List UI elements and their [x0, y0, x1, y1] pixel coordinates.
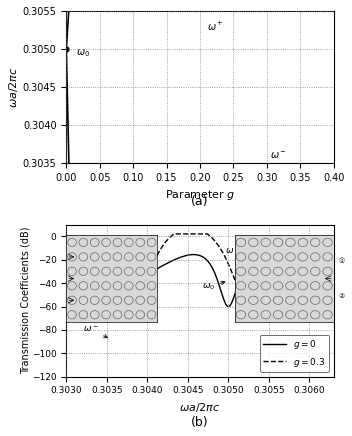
- Line: $g = 0$: $g = 0$: [66, 255, 334, 312]
- Line: $g = 0.3$: $g = 0.3$: [66, 234, 334, 309]
- $g = 0$: [64, 309, 68, 314]
- $g = 0.3$: [172, 231, 176, 236]
- $g = 0$: [177, 255, 181, 261]
- Y-axis label: $\omega a/2\pi c$: $\omega a/2\pi c$: [7, 66, 20, 108]
- Y-axis label: Transmission Coefficients (dB): Transmission Coefficients (dB): [20, 227, 31, 375]
- $g = 0.3$: [191, 231, 196, 236]
- $g = 0.3$: [332, 278, 336, 283]
- $g = 0.3$: [310, 266, 314, 272]
- $g = 0$: [310, 273, 314, 279]
- Text: $\omega^+$: $\omega^+$: [225, 243, 247, 256]
- $g = 0$: [258, 252, 263, 257]
- Text: $\omega_0$: $\omega_0$: [76, 47, 90, 59]
- $g = 0$: [261, 252, 265, 257]
- Text: $\omega_0$: $\omega_0$: [202, 281, 225, 293]
- $g = 0$: [323, 281, 328, 286]
- Text: $\omega^-$: $\omega^-$: [82, 325, 108, 338]
- $g = 0.3$: [177, 231, 181, 236]
- $g = 0.3$: [128, 306, 132, 311]
- X-axis label: $\omega a/2\pi c$: $\omega a/2\pi c$: [180, 401, 221, 414]
- Legend: $g = 0$, $g = 0.3$: $g = 0$, $g = 0.3$: [260, 334, 329, 372]
- Text: $\omega^+$: $\omega^+$: [239, 291, 272, 304]
- X-axis label: Parameter $g$: Parameter $g$: [165, 188, 235, 202]
- $g = 0.3$: [64, 268, 68, 273]
- Text: (a): (a): [191, 195, 209, 208]
- Text: $\omega^+$: $\omega^+$: [207, 20, 224, 33]
- $g = 0.3$: [323, 273, 328, 279]
- $g = 0$: [191, 252, 195, 257]
- $g = 0$: [179, 255, 183, 260]
- Text: (b): (b): [191, 416, 209, 429]
- $g = 0.3$: [259, 297, 263, 303]
- $g = 0$: [332, 285, 336, 290]
- $g = 0.3$: [179, 231, 183, 236]
- Text: $\omega^-$: $\omega^-$: [270, 150, 287, 161]
